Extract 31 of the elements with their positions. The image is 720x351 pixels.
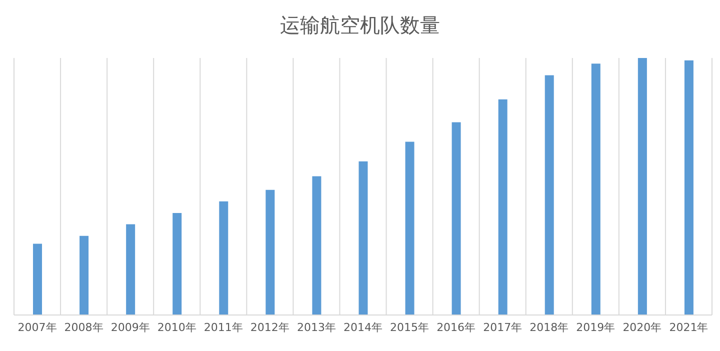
x-tick-label: 2015年: [390, 320, 430, 334]
bar: [126, 224, 136, 315]
x-tick-label: 2018年: [530, 320, 569, 334]
x-tick-label: 2020年: [622, 320, 662, 334]
x-tick-label: 2021年: [669, 320, 708, 334]
bar: [638, 58, 647, 315]
x-tick-label: 2019年: [576, 320, 616, 334]
bar: [172, 212, 182, 315]
bar: [591, 64, 600, 315]
x-tick-label: 2014年: [344, 320, 382, 334]
x-tick-label: 2011年: [204, 320, 243, 334]
bar: [684, 60, 694, 315]
bar: [498, 99, 508, 315]
bar: [452, 122, 461, 315]
bar: [33, 244, 42, 315]
x-tick-label: 2007年: [18, 320, 57, 334]
bar: [266, 190, 275, 315]
bar: [358, 161, 368, 315]
x-tick-label: 2008年: [64, 320, 104, 334]
bar: [544, 75, 554, 315]
bar: [80, 236, 89, 315]
x-tick-label: 2009年: [110, 320, 150, 334]
chart-title: 运输航空机队数量: [279, 12, 441, 39]
x-tick-label: 2017年: [483, 320, 522, 334]
x-tick-label: 2016年: [436, 320, 476, 334]
bar: [219, 201, 228, 315]
bar: [312, 176, 322, 315]
x-tick-label: 2010年: [157, 320, 196, 334]
bar: [405, 142, 414, 315]
x-tick-label: 2013年: [296, 320, 336, 334]
x-tick-label: 2012年: [250, 320, 290, 334]
